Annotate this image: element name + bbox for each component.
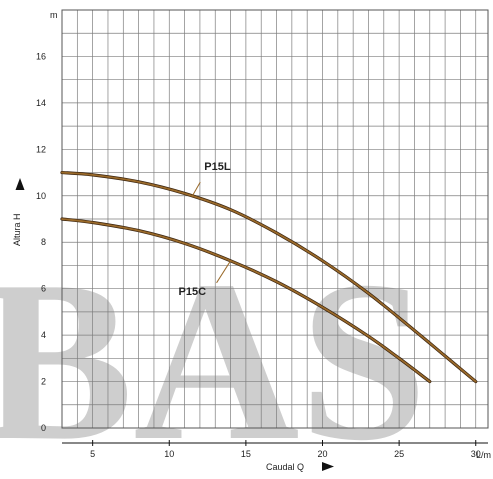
x-tick-label: 15 — [241, 449, 251, 459]
x-tick-label: 10 — [164, 449, 174, 459]
y-axis-arrow-icon — [15, 178, 25, 190]
y-tick-label: 6 — [41, 284, 46, 294]
series-label-leader — [216, 260, 231, 284]
x-axis-label: Caudal Q — [266, 462, 304, 472]
x-tick-label: 20 — [317, 449, 327, 459]
y-tick-label: 12 — [36, 144, 46, 154]
series-label-p15l: P15L — [204, 161, 231, 173]
series-label-p15c: P15C — [179, 286, 207, 298]
y-tick-label: 2 — [41, 377, 46, 387]
watermark-layer: BAS — [0, 233, 427, 479]
y-tick-label: 0 — [41, 423, 46, 433]
x-tick-label: 30 — [471, 449, 481, 459]
y-tick-label: 14 — [36, 98, 46, 108]
x-tick-label: 5 — [90, 449, 95, 459]
y-tick-label: 8 — [41, 237, 46, 247]
series-line-p15l — [61, 171, 477, 383]
x-unit-label: L/m — [476, 450, 491, 460]
watermark-text: BAS — [0, 233, 427, 474]
series-label-leader — [191, 181, 201, 197]
series-line-p15c — [61, 218, 431, 383]
y-unit-label: m — [50, 10, 58, 20]
y-axis-label: Altura H — [12, 213, 22, 246]
y-tick-label: 10 — [36, 191, 46, 201]
series-layer: P15L P15C — [60, 161, 478, 384]
axes: 0 2 4 6 8 10 12 14 16 5 10 15 20 25 30 — [36, 9, 489, 459]
x-axis-arrow-icon — [322, 462, 334, 471]
label-layer: m L/m Caudal Q Altura H — [12, 10, 491, 472]
x-tick-label: 25 — [394, 449, 404, 459]
y-tick-label: 4 — [41, 330, 46, 340]
y-tick-label: 16 — [36, 51, 46, 61]
